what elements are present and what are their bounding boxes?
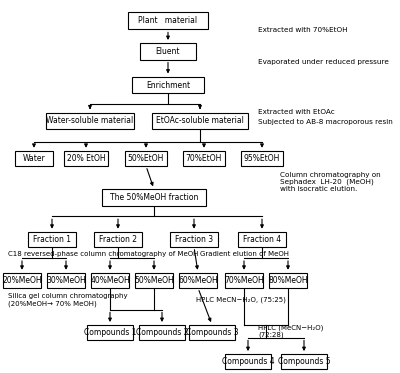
Text: Subjected to AB-8 macroporous resin: Subjected to AB-8 macroporous resin [258, 119, 393, 125]
Text: 80%MeOH: 80%MeOH [268, 276, 308, 285]
FancyBboxPatch shape [225, 273, 263, 288]
Text: Compounds 5: Compounds 5 [278, 357, 330, 366]
Text: 40%MeOH: 40%MeOH [90, 276, 130, 285]
Text: HPLC MeCN−H₂O, (75:25): HPLC MeCN−H₂O, (75:25) [196, 297, 286, 303]
Text: EtOAc-soluble material: EtOAc-soluble material [156, 116, 244, 125]
Text: Fraction 3: Fraction 3 [175, 235, 213, 244]
FancyBboxPatch shape [3, 273, 41, 288]
FancyBboxPatch shape [281, 354, 327, 369]
Text: Compounds 3: Compounds 3 [186, 328, 238, 337]
FancyBboxPatch shape [238, 232, 286, 247]
FancyBboxPatch shape [225, 354, 271, 369]
Text: 20% EtOH: 20% EtOH [67, 154, 105, 163]
FancyBboxPatch shape [132, 77, 204, 93]
Text: Water-soluble material: Water-soluble material [46, 116, 134, 125]
FancyBboxPatch shape [102, 189, 206, 206]
Text: C18 reversed-phase column chromatography of MeOH: C18 reversed-phase column chromatography… [8, 251, 198, 257]
Text: Extracted with 70%EtOH: Extracted with 70%EtOH [258, 27, 348, 33]
Text: Plant   material: Plant material [138, 16, 198, 25]
FancyBboxPatch shape [140, 43, 196, 60]
FancyBboxPatch shape [128, 12, 208, 29]
FancyBboxPatch shape [91, 273, 129, 288]
FancyBboxPatch shape [87, 325, 133, 340]
FancyBboxPatch shape [64, 151, 108, 166]
Text: 30%MeOH: 30%MeOH [46, 276, 86, 285]
Text: 60%MeOH: 60%MeOH [178, 276, 218, 285]
Text: Compounds 1: Compounds 1 [84, 328, 136, 337]
Text: Fraction 2: Fraction 2 [99, 235, 137, 244]
FancyBboxPatch shape [179, 273, 217, 288]
FancyBboxPatch shape [47, 273, 85, 288]
Text: HPLC (MeCN−H₂O)
(72:28): HPLC (MeCN−H₂O) (72:28) [258, 324, 323, 338]
Text: Column chromatography on
Sephadex  LH-20  (MeOH)
with isocratic elution.: Column chromatography on Sephadex LH-20 … [280, 172, 381, 192]
FancyBboxPatch shape [152, 113, 248, 129]
Text: The 50%MeOH fraction: The 50%MeOH fraction [110, 193, 198, 202]
Text: Evaporated under reduced pressure: Evaporated under reduced pressure [258, 59, 389, 65]
Text: Compounds 4: Compounds 4 [222, 357, 274, 366]
Text: Water: Water [23, 154, 45, 163]
FancyBboxPatch shape [125, 151, 167, 166]
FancyBboxPatch shape [170, 232, 218, 247]
FancyBboxPatch shape [28, 232, 76, 247]
Text: Compounds 2: Compounds 2 [136, 328, 188, 337]
FancyBboxPatch shape [139, 325, 185, 340]
FancyBboxPatch shape [269, 273, 307, 288]
Text: Fraction 4: Fraction 4 [243, 235, 281, 244]
Text: Silica gel column chromatography
(20%MeOH→ 70% MeOH): Silica gel column chromatography (20%MeO… [8, 293, 128, 307]
Text: Extracted with EtOAc: Extracted with EtOAc [258, 109, 335, 115]
Text: Gradient elution of MeOH: Gradient elution of MeOH [200, 251, 289, 257]
Text: 50%MeOH: 50%MeOH [134, 276, 174, 285]
FancyBboxPatch shape [46, 113, 134, 129]
FancyBboxPatch shape [241, 151, 283, 166]
Text: Fraction 1: Fraction 1 [33, 235, 71, 244]
FancyBboxPatch shape [94, 232, 142, 247]
Text: 50%EtOH: 50%EtOH [128, 154, 164, 163]
FancyBboxPatch shape [189, 325, 235, 340]
Text: 70%EtOH: 70%EtOH [186, 154, 222, 163]
FancyBboxPatch shape [183, 151, 225, 166]
Text: Eluent: Eluent [156, 47, 180, 56]
FancyBboxPatch shape [135, 273, 173, 288]
Text: 70%MeOH: 70%MeOH [224, 276, 264, 285]
FancyBboxPatch shape [15, 151, 53, 166]
Text: 20%MeOH: 20%MeOH [2, 276, 42, 285]
Text: Enrichment: Enrichment [146, 81, 190, 90]
Text: 95%EtOH: 95%EtOH [244, 154, 280, 163]
